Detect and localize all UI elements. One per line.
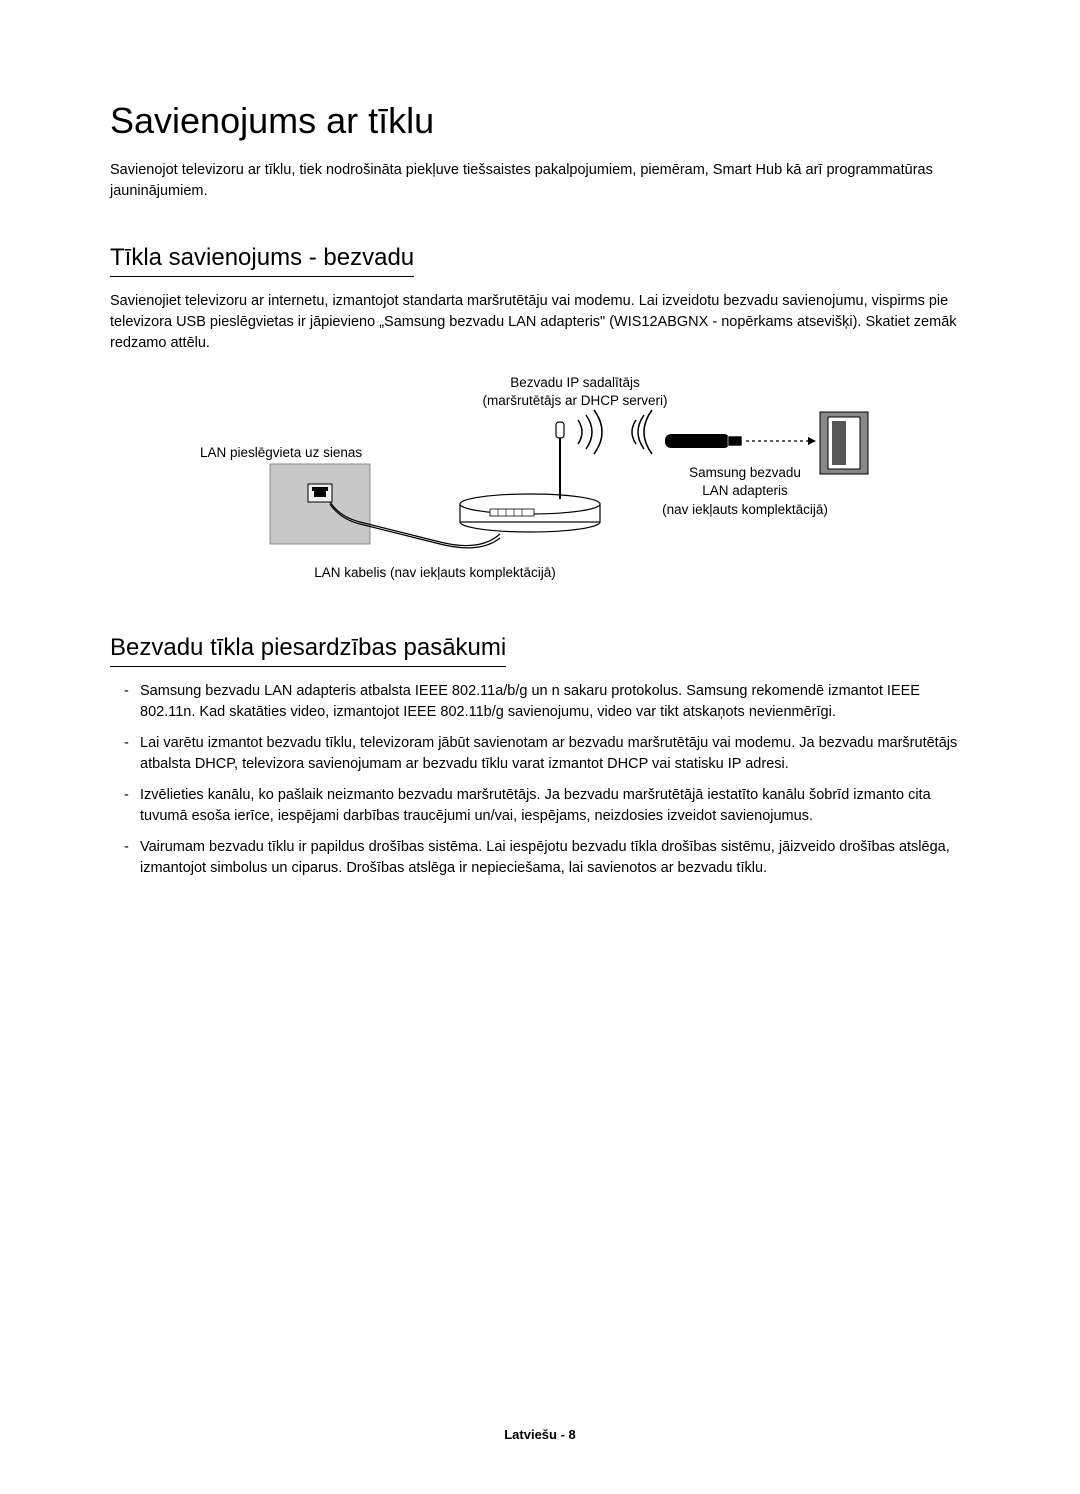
list-item: Samsung bezvadu LAN adapteris atbalsta I… — [110, 681, 970, 723]
page-footer: Latviešu - 8 — [0, 1427, 1080, 1442]
precautions-list: Samsung bezvadu LAN adapteris atbalsta I… — [110, 681, 970, 879]
section-precautions: Bezvadu tīkla piesardzības pasākumi Sams… — [110, 634, 970, 879]
diagram-svg — [200, 374, 880, 584]
section-heading-wireless: Tīkla savienojums - bezvadu — [110, 244, 414, 277]
network-diagram: Bezvadu IP sadalītājs (maršrutētājs ar D… — [200, 374, 880, 584]
section-heading-precautions: Bezvadu tīkla piesardzības pasākumi — [110, 634, 506, 667]
list-item: Izvēlieties kanālu, ko pašlaik neizmanto… — [110, 785, 970, 827]
document-page: Savienojums ar tīklu Savienojot televizo… — [0, 0, 1080, 949]
intro-paragraph: Savienojot televizoru ar tīklu, tiek nod… — [110, 160, 970, 202]
list-item: Vairumam bezvadu tīklu ir papildus drošī… — [110, 837, 970, 879]
page-title: Savienojums ar tīklu — [110, 100, 970, 142]
section-text-wireless: Savienojiet televizoru ar internetu, izm… — [110, 291, 970, 354]
list-item: Lai varētu izmantot bezvadu tīklu, telev… — [110, 733, 970, 775]
